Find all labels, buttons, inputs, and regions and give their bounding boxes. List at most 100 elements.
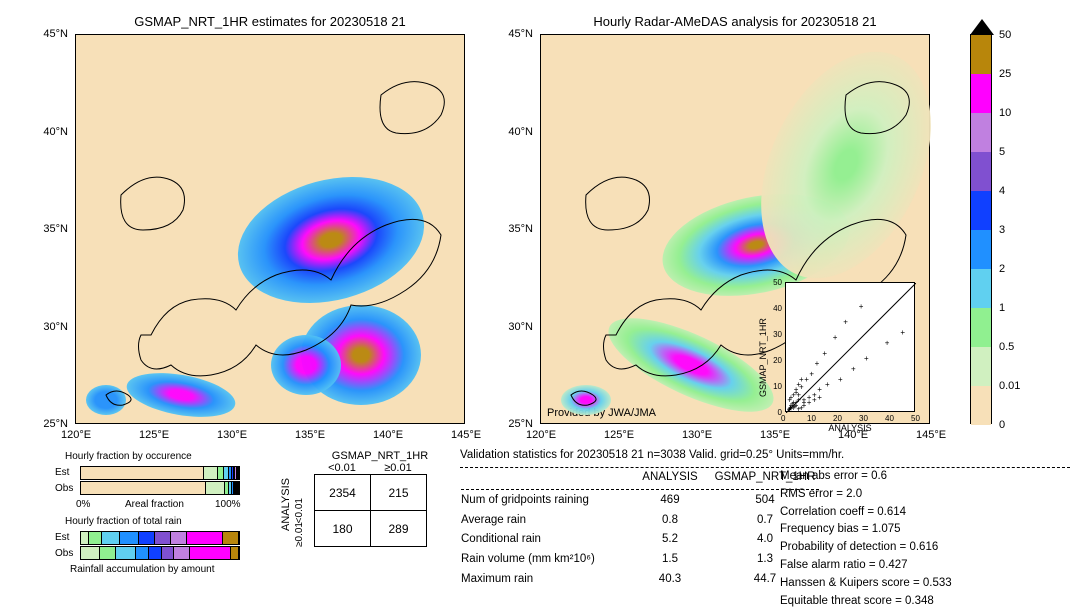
svg-text:+: +	[843, 318, 848, 327]
occurrence-obs-label: Obs	[55, 483, 73, 494]
svg-text:+: +	[838, 375, 843, 384]
y-tick: 35°N	[508, 223, 533, 235]
totalrain-bar-est	[80, 531, 240, 545]
x-tick: 125°E	[604, 429, 634, 441]
ct-01: 215	[371, 475, 427, 511]
bar-seg	[120, 532, 139, 544]
score-row: Mean abs error = 0.6	[780, 468, 952, 486]
totalrain-obs-label: Obs	[55, 548, 73, 559]
right-map-title: Hourly Radar-AMeDAS analysis for 2023051…	[540, 14, 930, 29]
svg-text:+: +	[851, 364, 856, 373]
colorbar-label: 25	[999, 68, 1011, 80]
x-tick: 120°E	[526, 429, 556, 441]
occurrence-bar-est	[80, 466, 240, 480]
scatter-ytick: 40	[773, 304, 782, 313]
colorbar-label: 0.01	[999, 380, 1020, 392]
colorbar-seg	[971, 230, 991, 269]
svg-text:+: +	[799, 375, 804, 384]
score-row: False alarm ratio = 0.427	[780, 557, 952, 575]
y-tick: 35°N	[43, 223, 68, 235]
bar-seg	[187, 532, 223, 544]
scatter-inset: ++++++++++++++++++++++++++++++++++++++++…	[785, 282, 915, 412]
occurrence-bars: Hourly fraction by occurence Est Obs 0% …	[80, 465, 240, 496]
colorbar: 502510543210.50.010	[970, 34, 992, 424]
left-map-title: GSMAP_NRT_1HR estimates for 20230518 21	[75, 14, 465, 29]
colorbar-label: 0.5	[999, 341, 1014, 353]
svg-text:+: +	[817, 393, 822, 402]
occurrence-est-label: Est	[55, 467, 69, 478]
x-tick: 130°E	[682, 429, 712, 441]
colorbar-over-triangle	[970, 19, 994, 35]
colorbar-label: 0	[999, 419, 1005, 431]
contingency-col0: <0.01	[314, 462, 370, 474]
scatter-xtick: 30	[859, 414, 868, 423]
y-tick: 40°N	[43, 126, 68, 138]
occurrence-xtick-0: 0%	[76, 499, 90, 510]
svg-text:+: +	[809, 370, 814, 379]
x-tick: 140°E	[373, 429, 403, 441]
scatter-xlabel: ANALYSIS	[786, 423, 914, 433]
colorbar-seg	[971, 113, 991, 152]
y-tick: 30°N	[508, 321, 533, 333]
colorbar-seg	[971, 152, 991, 191]
validation-title-text: Validation statistics for 20230518 21 n=…	[460, 449, 844, 461]
x-tick: 125°E	[139, 429, 169, 441]
bar-seg	[223, 532, 239, 544]
svg-text:+: +	[885, 338, 890, 347]
totalrain-bars: Hourly fraction of total rain Est Obs Ra…	[80, 530, 240, 561]
contingency-block: GSMAP_NRT_1HR ANALYSIS <0.01 ≥0.01 <0.01…	[280, 450, 450, 547]
bar-seg	[206, 482, 225, 494]
score-row: Frequency bias = 1.075	[780, 521, 952, 539]
colorbar-label: 50	[999, 29, 1011, 41]
svg-text:+: +	[859, 302, 864, 311]
bar-seg	[231, 547, 239, 559]
bar-seg	[81, 482, 206, 494]
colorbar-label: 3	[999, 224, 1005, 236]
scatter-ytick: 0	[778, 408, 782, 417]
bar-seg	[204, 467, 218, 479]
scatter-xtick: 50	[911, 414, 920, 423]
left-map-panel: 120°E125°E130°E135°E140°E145°E25°N30°N35…	[75, 34, 465, 424]
bar-seg	[162, 547, 175, 559]
y-tick: 25°N	[508, 418, 533, 430]
colorbar-label: 2	[999, 263, 1005, 275]
bar-seg	[81, 467, 204, 479]
validation-title: Validation statistics for 20230518 21 n=…	[460, 447, 1070, 468]
x-tick: 145°E	[451, 429, 481, 441]
scatter-xtick: 20	[833, 414, 842, 423]
colorbar-seg	[971, 191, 991, 230]
bar-seg	[81, 547, 100, 559]
colorbar-seg	[971, 308, 991, 347]
scatter-xtick: 40	[885, 414, 894, 423]
colorbar-label: 1	[999, 302, 1005, 314]
y-tick: 30°N	[43, 321, 68, 333]
bar-seg	[171, 532, 187, 544]
totalrain-bar-obs	[80, 546, 240, 560]
y-tick: 40°N	[508, 126, 533, 138]
contingency-header: GSMAP_NRT_1HR	[310, 450, 450, 462]
comparison-table: ANALYSISGSMAP_NRT_1HRNum of gridpoints r…	[460, 468, 820, 590]
bar-seg	[174, 547, 190, 559]
svg-text:+: +	[789, 404, 794, 413]
x-tick: 135°E	[295, 429, 325, 441]
scatter-xtick: 10	[807, 414, 816, 423]
svg-text:+: +	[825, 380, 830, 389]
scatter-ytick: 10	[773, 382, 782, 391]
x-tick: 120°E	[61, 429, 91, 441]
scatter-ytick: 50	[773, 278, 782, 287]
totalrain-caption: Rainfall accumulation by amount	[70, 564, 270, 575]
svg-text:+: +	[900, 328, 905, 337]
occurrence-xtick-1: 100%	[215, 499, 241, 510]
ct-10: 180	[315, 511, 371, 547]
scores-list: Mean abs error = 0.6RMS error = 2.0Corre…	[780, 468, 952, 611]
svg-text:+: +	[815, 359, 820, 368]
bar-seg	[155, 532, 171, 544]
bar-seg	[100, 547, 116, 559]
score-row: Probability of detection = 0.616	[780, 539, 952, 557]
colorbar-seg	[971, 35, 991, 74]
contingency-col1: ≥0.01	[370, 462, 426, 474]
ct-00: 2354	[315, 475, 371, 511]
score-row: Hanssen & Kuipers score = 0.533	[780, 575, 952, 593]
svg-text:+: +	[864, 354, 869, 363]
colorbar-label: 5	[999, 146, 1005, 158]
